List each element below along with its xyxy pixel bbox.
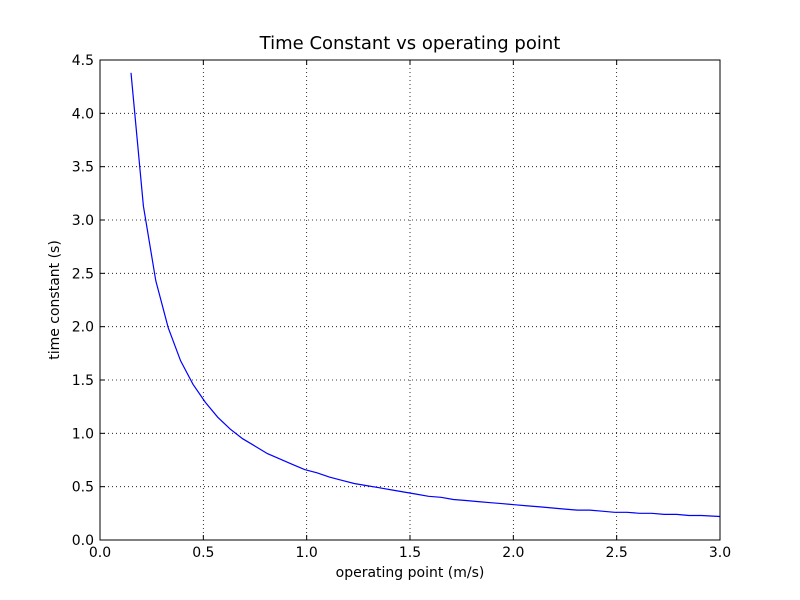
y-tick-label: 0.5: [72, 480, 94, 496]
x-axis-label: operating point (m/s): [336, 565, 485, 581]
x-tick-label: 1.0: [296, 545, 318, 561]
chart-title: Time Constant vs operating point: [259, 33, 561, 54]
series-layer: [130, 72, 721, 518]
x-tick-label: 2.5: [606, 545, 628, 561]
y-tick-label: 4.0: [72, 106, 94, 122]
y-tick-label: 4.5: [72, 53, 94, 69]
axis-ticks: 0.0 0.5 1.0 1.5 2.0 2.5 3.0 0.0 0.5 1.0 1.5 2.0 2.5 3…: [72, 53, 731, 561]
grid: [100, 60, 720, 540]
y-tick-label: 1.0: [72, 426, 94, 442]
y-tick-label: 2.5: [72, 266, 94, 282]
x-tick-label: 2.0: [502, 545, 524, 561]
series-line: [130, 72, 721, 518]
y-tick-label: 1.5: [72, 373, 94, 389]
y-tick-label: 3.5: [72, 160, 94, 176]
x-tick-label: 0.0: [89, 545, 111, 561]
x-tick-label: 0.5: [192, 545, 214, 561]
y-axis-label: time constant (s): [47, 240, 63, 360]
y-tick-label: 3.0: [72, 213, 94, 229]
y-tick-label: 2.0: [72, 320, 94, 336]
x-tick-label: 1.5: [399, 545, 421, 561]
x-tick-label: 3.0: [709, 545, 731, 561]
y-tick-label: 0.0: [72, 533, 94, 549]
